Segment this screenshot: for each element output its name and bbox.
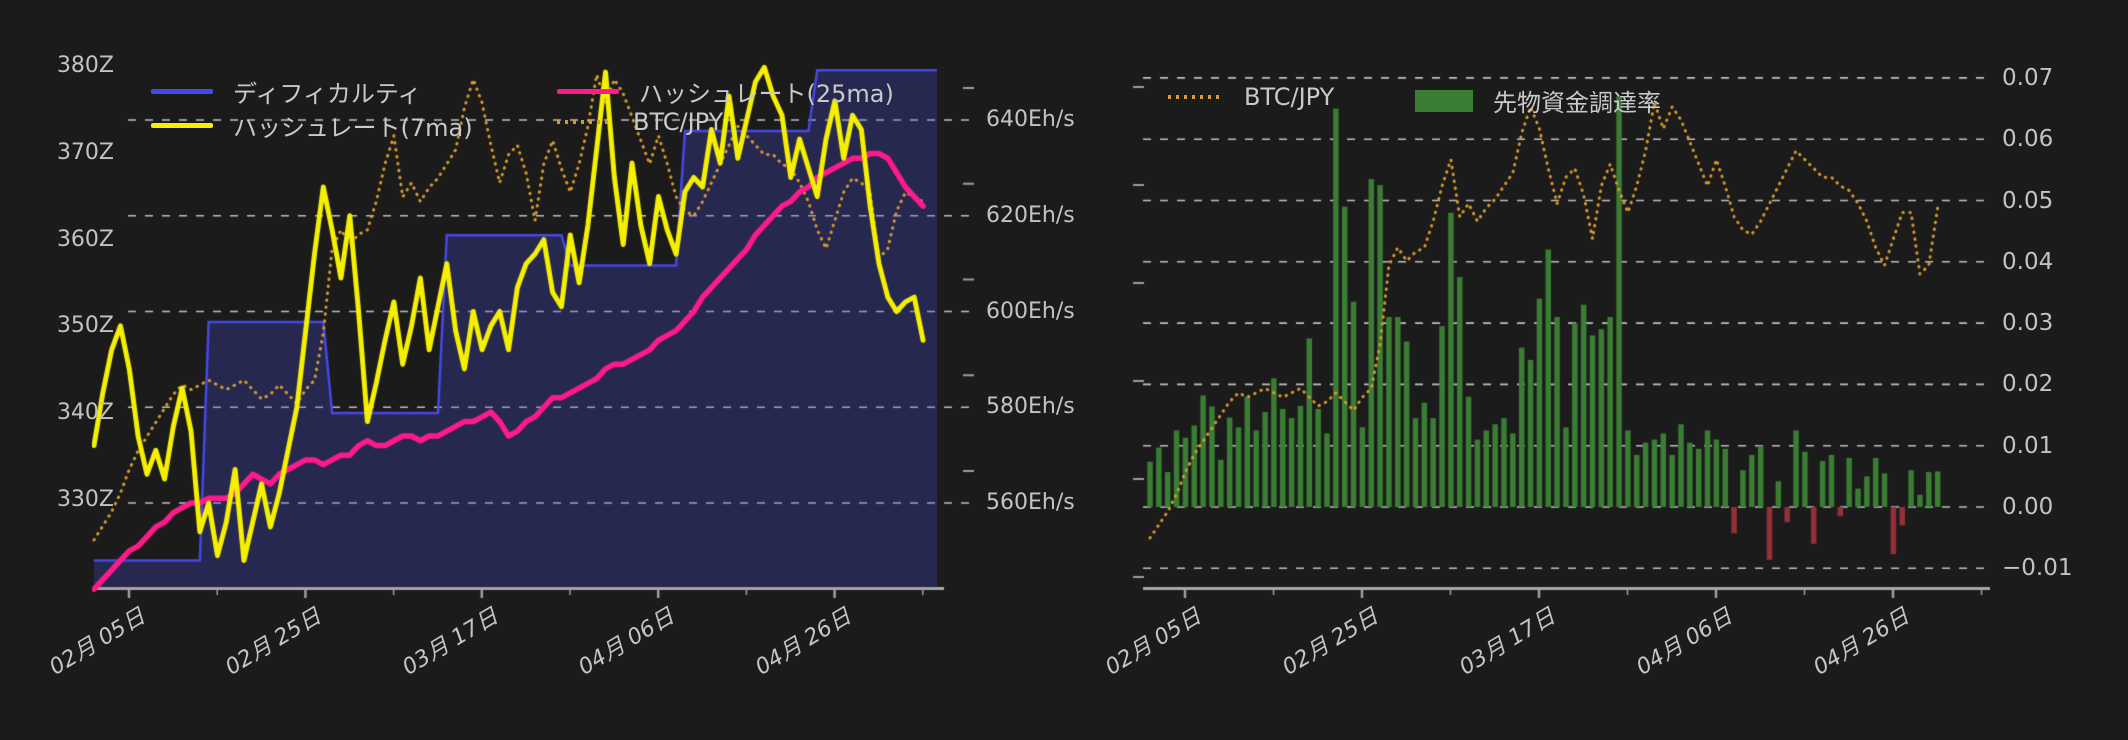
- legend-label: BTC/JPY: [633, 108, 724, 136]
- legend-label: 先物資金調達率: [1493, 89, 1661, 117]
- difficulty-line-swatch-icon: [151, 89, 213, 94]
- y-axis-label-difficulty: 350Z: [56, 313, 114, 339]
- y-axis-label-hashrate: 580Eh/s: [986, 394, 1075, 420]
- y-axis-label-funding-rate: 0.05: [2002, 187, 2054, 214]
- y-axis-label-funding-rate: 0.03: [2002, 310, 2054, 337]
- legend-item-btcjpy-left: BTC/JPY: [557, 108, 723, 136]
- legend-item-hashrate-25ma: ハッシュレート(25ma): [557, 74, 894, 109]
- hashrate-25ma-line-swatch-icon: [557, 89, 619, 94]
- legend-label: ハッシュレート(7ma): [233, 114, 473, 142]
- legend-item-btcjpy-right: BTC/JPY: [1168, 83, 1334, 111]
- legend-label: ハッシュレート(25ma): [639, 80, 894, 108]
- legend-item-difficulty: ディフィカルティ: [151, 74, 421, 109]
- y-axis-label-funding-rate: 0.04: [2002, 248, 2054, 275]
- y-axis-label-hashrate: 620Eh/s: [986, 202, 1075, 228]
- legend-label: BTC/JPY: [1244, 83, 1335, 111]
- legend-item-hashrate-7ma: ハッシュレート(7ma): [151, 108, 473, 143]
- y-axis-label-difficulty: 330Z: [56, 486, 114, 512]
- y-axis-label-funding-rate: −0.01: [2002, 555, 2073, 582]
- y-axis-label-funding-rate: 0.02: [2002, 371, 2054, 398]
- legend-item-funding-rate: 先物資金調達率: [1415, 83, 1661, 118]
- y-axis-label-hashrate: 600Eh/s: [986, 298, 1075, 324]
- btcjpy-dotted-swatch-icon: [557, 120, 613, 124]
- y-axis-label-difficulty: 370Z: [56, 139, 114, 165]
- y-axis-label-difficulty: 360Z: [56, 226, 114, 252]
- funding-rate-box-swatch-icon: [1415, 89, 1473, 112]
- y-axis-label-hashrate: 640Eh/s: [986, 107, 1075, 132]
- y-axis-label-hashrate: 560Eh/s: [986, 490, 1075, 515]
- y-axis-label-funding-rate: 0.07: [2002, 64, 2054, 91]
- y-axis-label-difficulty: 380Z: [56, 53, 114, 78]
- legend-label: ディフィカルティ: [233, 80, 422, 108]
- y-axis-label-funding-rate: 0.06: [2002, 126, 2054, 153]
- y-axis-label-funding-rate: 0.01: [2002, 432, 2054, 459]
- y-axis-label-difficulty: 340Z: [56, 400, 114, 425]
- hashrate-7ma-line-swatch-icon: [151, 123, 213, 128]
- btcjpy-dotted-swatch-icon: [1168, 95, 1224, 99]
- y-axis-label-funding-rate: 0.00: [2002, 494, 2054, 520]
